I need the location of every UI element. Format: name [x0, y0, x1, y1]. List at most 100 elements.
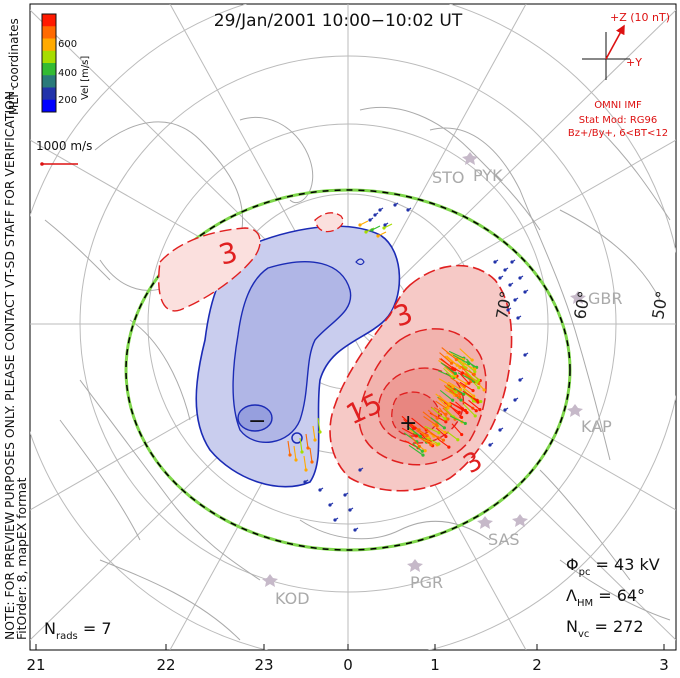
velocity-vector — [406, 425, 421, 437]
vector-origin — [437, 442, 441, 446]
velocity-vector — [412, 443, 423, 452]
station-marker — [512, 514, 528, 527]
vector-origin — [475, 380, 479, 384]
velocity-vector — [450, 352, 464, 361]
colorbar-tick-400: 400 — [58, 68, 77, 79]
velocity-vector — [438, 378, 454, 388]
vector-origin — [288, 453, 292, 457]
vector-count: Nvc = 272 — [566, 617, 644, 640]
velocity-vector — [423, 426, 439, 439]
vector-origin — [506, 308, 510, 312]
vector-origin — [470, 358, 474, 362]
vector-origin — [475, 398, 479, 402]
velocity-vector — [287, 440, 291, 456]
vector-origin — [465, 411, 469, 415]
map-title: 29/Jan/2001 10:00−10:02 UT — [214, 11, 463, 31]
vector-origin — [444, 412, 448, 416]
vector-origin — [306, 446, 310, 450]
velocity-vector — [293, 445, 297, 461]
station-label-sto: STO — [432, 168, 465, 187]
velocity-vector — [309, 447, 313, 463]
velocity-vector — [451, 366, 463, 374]
vector-origin — [458, 395, 462, 399]
vector-origin — [503, 408, 507, 412]
velocity-vector — [462, 390, 478, 401]
station-marker — [262, 574, 278, 587]
velocity-vector — [425, 437, 440, 445]
vector-origin — [343, 493, 347, 497]
vector-origin — [498, 276, 502, 280]
velocity-vector — [427, 409, 438, 419]
velocity-vector — [446, 387, 457, 396]
vector-origin — [473, 367, 477, 371]
vector-origin — [383, 223, 387, 227]
vector-origin — [493, 260, 497, 264]
velocity-vector — [459, 384, 475, 397]
dusk-potential-cell — [195, 225, 401, 488]
velocity-vector — [421, 438, 438, 446]
vector-origin — [454, 390, 458, 394]
velocity-vector — [410, 422, 420, 431]
vector-origin — [473, 369, 477, 374]
vector-origin — [370, 228, 374, 232]
vector-origin — [456, 438, 460, 442]
velocity-vector — [435, 393, 450, 405]
vector-origin — [358, 223, 362, 227]
vector-origin — [437, 431, 441, 435]
imf-source: OMNI IMF — [594, 100, 642, 111]
vector-origin — [460, 371, 465, 375]
vector-origin — [443, 417, 447, 421]
vector-origin — [364, 230, 368, 234]
vector-origin — [318, 430, 322, 434]
hm-boundary-latitude: ΛHM = 64° — [566, 586, 645, 609]
vector-origin — [435, 416, 439, 420]
vector-origin — [453, 371, 457, 376]
vector-origin — [503, 268, 507, 272]
velocity-vector — [466, 358, 476, 369]
vector-origin — [421, 453, 425, 457]
station-label-gbr: GBR — [588, 289, 623, 308]
colorbar-segment — [42, 50, 56, 64]
vector-origin — [417, 444, 422, 449]
vector-origin — [444, 420, 448, 424]
vector-origin — [459, 398, 463, 402]
velocity-vector — [440, 358, 456, 371]
vector-origin — [482, 388, 486, 392]
velocity-vector — [459, 381, 474, 392]
velocity-vector — [451, 423, 463, 435]
preview-note: NOTE: FOR PREVIEW PURPOSES ONLY. PLEASE … — [2, 87, 17, 640]
vector-origin — [393, 203, 397, 207]
vector-origin — [423, 449, 427, 453]
mlt-tick-label: 23 — [254, 656, 273, 674]
velocity-vector — [452, 354, 470, 365]
velocity-vector — [459, 365, 475, 375]
vector-origin — [453, 368, 457, 372]
velocity-vector — [450, 405, 463, 418]
vector-origin — [441, 438, 446, 442]
vector-origin — [442, 426, 446, 430]
colorbar-segment — [42, 87, 56, 101]
velocity-vector — [444, 366, 456, 377]
vector-origin — [508, 283, 512, 287]
colorbar-segment — [42, 75, 56, 88]
vector-origin — [474, 409, 478, 413]
colorbar-label: Vel [m/s] — [80, 56, 91, 100]
vector-origin — [418, 434, 422, 438]
vector-origin — [523, 353, 527, 357]
mlt-tick-label: 2 — [532, 656, 542, 674]
velocity-vector — [408, 444, 424, 456]
vector-origin — [376, 234, 380, 238]
vector-origin — [488, 443, 492, 447]
vector-origin — [443, 430, 447, 435]
station-label-sas: SAS — [488, 530, 520, 549]
velocity-vector — [450, 377, 465, 388]
colorbar-tick-200: 200 — [58, 95, 77, 106]
vector-origin — [358, 468, 362, 472]
velocity-vector — [458, 360, 475, 370]
velocity-vector — [435, 427, 447, 437]
velocity-vector — [403, 418, 414, 430]
mlt-tick-label: 0 — [343, 656, 353, 674]
velocity-vector — [463, 391, 476, 402]
radar-count: Nrads = 7 — [44, 619, 112, 642]
